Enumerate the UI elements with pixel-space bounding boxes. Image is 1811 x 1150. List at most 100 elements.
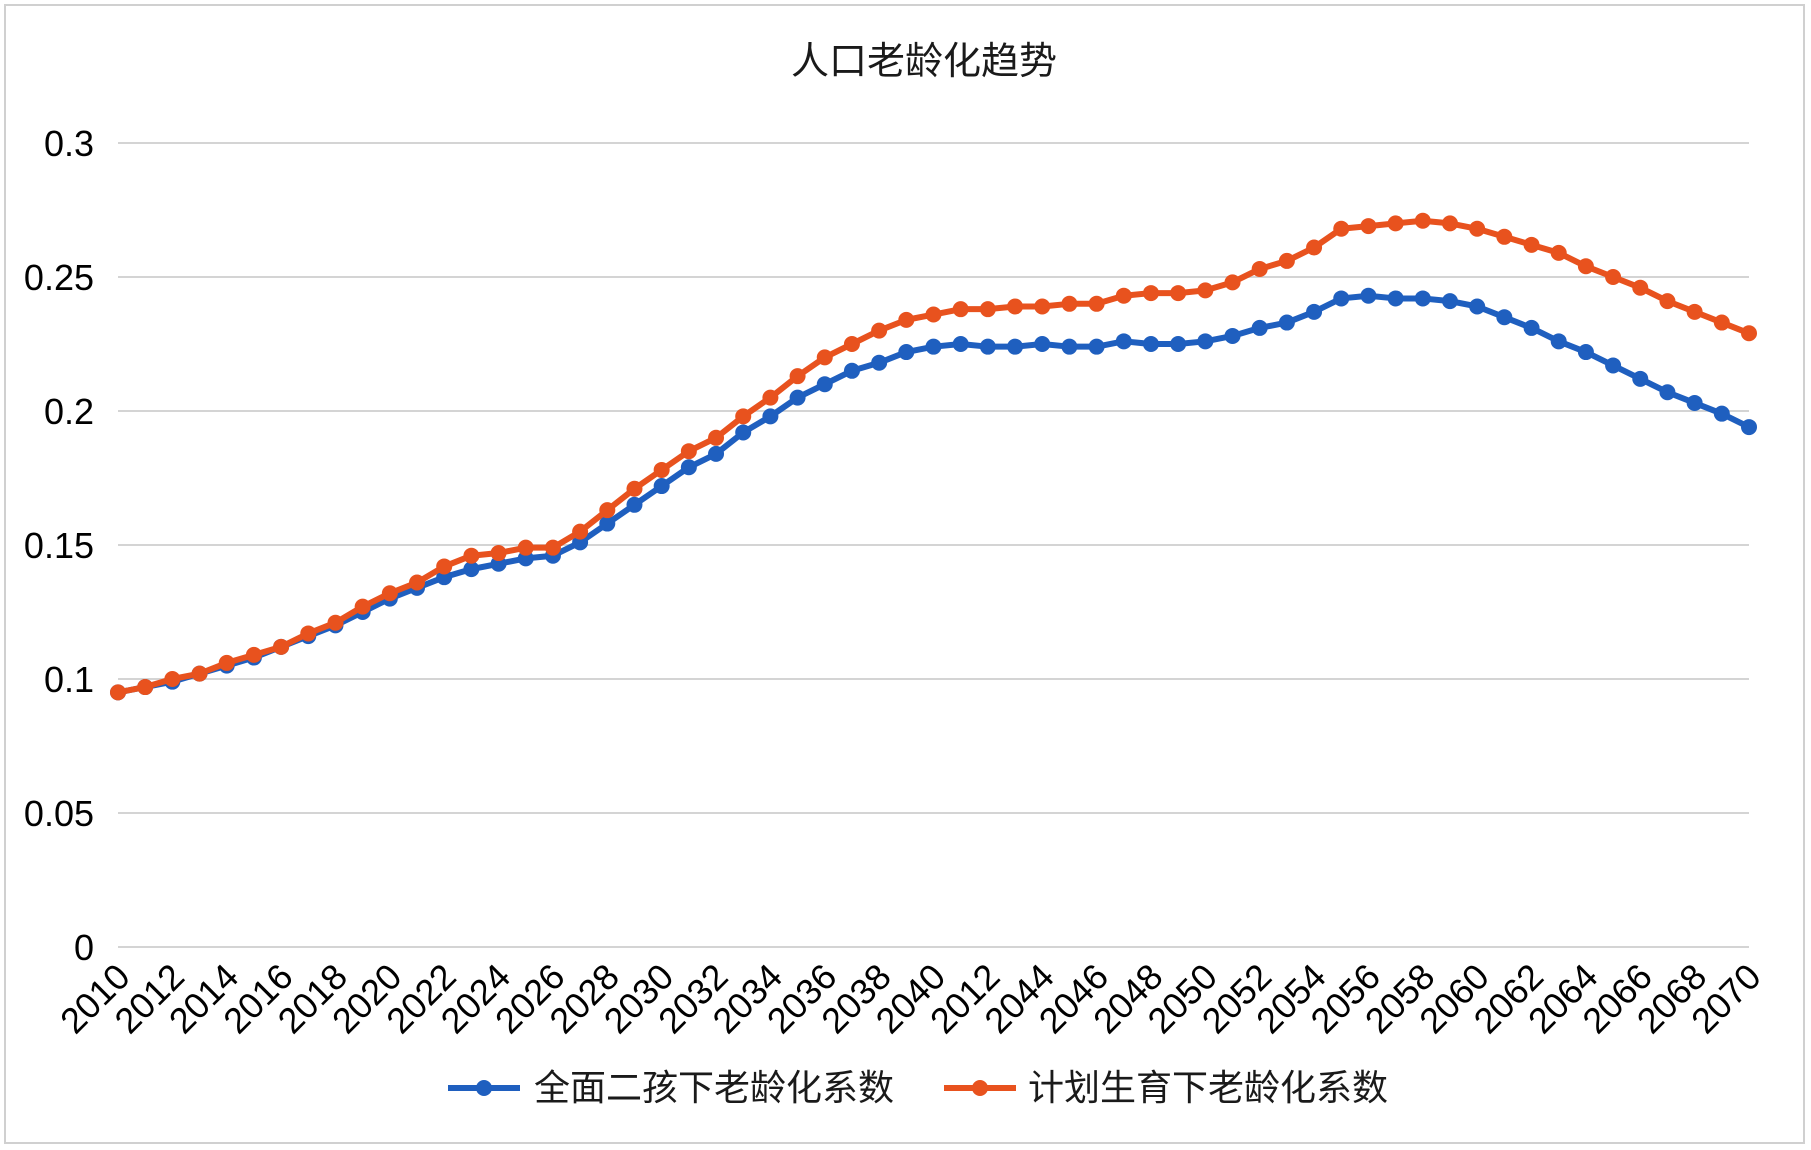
data-point (1441, 293, 1458, 310)
x-axis-ticks: 2010201220142016201820202022202420262028… (52, 956, 1769, 1042)
data-point (164, 671, 181, 687)
data-point (1441, 215, 1458, 232)
data-point (327, 614, 344, 631)
data-point (653, 478, 670, 495)
y-tick-label: 0.3 (44, 123, 94, 164)
series-line (115, 292, 1752, 696)
data-point (871, 322, 888, 339)
data-point (1659, 293, 1676, 310)
data-point (1360, 287, 1377, 304)
data-point (1115, 333, 1132, 350)
data-point (925, 306, 942, 323)
data-point (517, 539, 534, 556)
data-point (1034, 336, 1051, 352)
data-point (979, 338, 996, 355)
data-point (1278, 314, 1295, 331)
data-point (1170, 285, 1187, 302)
data-point (1632, 279, 1649, 296)
data-point (871, 354, 888, 371)
y-tick-label: 0.25 (24, 257, 94, 298)
data-point (1741, 419, 1757, 436)
data-point (1224, 274, 1241, 291)
y-tick-label: 0.15 (24, 525, 94, 566)
data-point (300, 625, 317, 642)
data-point (1007, 298, 1024, 315)
data-point (843, 336, 860, 352)
data-point (1605, 357, 1622, 374)
y-tick-label: 0.1 (44, 659, 94, 700)
data-point (1469, 220, 1486, 237)
data-point (1550, 333, 1567, 350)
data-point (273, 638, 290, 655)
data-point (1197, 333, 1214, 350)
data-point (490, 545, 507, 562)
data-point (952, 301, 969, 318)
data-point (979, 301, 996, 318)
data-point (898, 344, 915, 361)
data-point (463, 547, 480, 564)
data-point (735, 424, 752, 441)
data-point (816, 376, 833, 393)
data-point (1414, 212, 1431, 229)
data-point (381, 585, 398, 602)
data-point (354, 598, 371, 615)
data-point (1713, 314, 1730, 331)
data-point (1414, 290, 1431, 307)
data-point (1577, 344, 1594, 361)
data-point (762, 389, 779, 406)
data-point (1170, 336, 1187, 352)
data-point (1496, 309, 1513, 326)
data-point (1387, 290, 1404, 307)
data-point (653, 461, 670, 478)
legend: 全面二孩下老龄化系数 计划生育下老龄化系数 (448, 1068, 1388, 1109)
data-point (1333, 290, 1350, 307)
data-point (1360, 218, 1377, 235)
data-point (735, 408, 752, 425)
data-point (436, 558, 453, 575)
series-line (115, 217, 1752, 696)
series-lines (110, 212, 1757, 701)
data-point (191, 665, 208, 682)
data-point (626, 480, 643, 497)
data-point (572, 523, 589, 540)
data-point (1088, 295, 1105, 312)
y-axis-ticks: 0 0.05 0.1 0.15 0.2 0.25 0.3 (24, 123, 94, 968)
y-tick-label: 0.2 (44, 391, 94, 432)
data-point (1741, 325, 1757, 342)
data-point (110, 684, 126, 701)
data-point (1306, 239, 1323, 256)
data-point (789, 368, 806, 385)
data-point (898, 311, 915, 328)
y-tick-label: 0 (74, 927, 94, 968)
data-point (1605, 269, 1622, 285)
data-point (1142, 336, 1159, 352)
data-point (762, 408, 779, 425)
legend-label: 计划生育下老龄化系数 (1028, 1068, 1388, 1109)
data-point (544, 539, 561, 556)
data-point (1251, 260, 1268, 277)
data-point (463, 561, 480, 578)
gridlines (118, 142, 1749, 948)
chart-title: 人口老龄化趋势 (791, 39, 1057, 83)
data-point (1387, 215, 1404, 232)
data-point (843, 362, 860, 379)
data-point (1251, 319, 1268, 336)
data-point (1007, 338, 1024, 355)
data-point (245, 646, 262, 663)
line-chart: 人口老龄化趋势 0 0.05 0.1 0.15 0.2 0.25 0.3 201020122… (24, 39, 1769, 1109)
data-point (680, 443, 697, 460)
data-point (952, 336, 969, 352)
data-point (626, 496, 643, 513)
data-point (137, 679, 154, 696)
data-point (1278, 252, 1295, 269)
data-point (708, 429, 725, 446)
legend-item-1: 全面二孩下老龄化系数 (448, 1068, 894, 1109)
data-point (1088, 338, 1105, 355)
data-point (708, 445, 725, 462)
data-point (1632, 370, 1649, 387)
data-point (409, 574, 426, 591)
data-point (1523, 236, 1540, 253)
data-point (1550, 244, 1567, 261)
data-point (1469, 298, 1486, 315)
data-point (1061, 338, 1078, 355)
